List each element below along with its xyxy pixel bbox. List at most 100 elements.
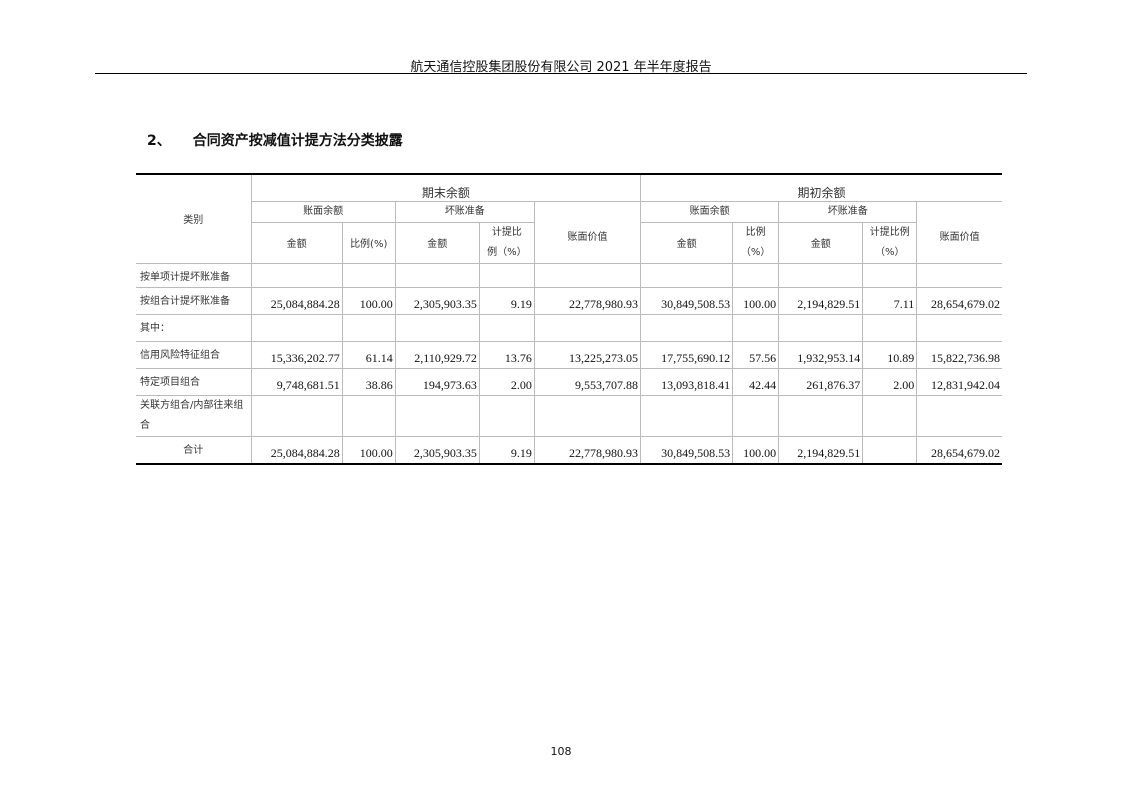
section-number: 2、 [147,133,171,149]
cell: 100.00 [732,435,780,465]
table-row: 特定项目组合 9,748,681.51 38.86 194,973.63 2.00 9,5… [136,367,1002,396]
cell [862,262,918,288]
line1: 计提比 [491,226,522,238]
cell: 30,849,508.53 [640,286,734,315]
cell: 100.00 [732,286,780,315]
cell: 10.89 [862,340,918,369]
table-row: 其中： [136,313,1002,342]
header-rule [95,73,1027,74]
cell [394,262,480,288]
cell [862,394,918,437]
cell: 13,093,818.41 [640,367,734,396]
cell: 9.19 [478,286,535,315]
end-book-value-header: 账面价值 [533,200,642,264]
cell [732,262,780,288]
cell: 13,225,273.05 [533,340,642,369]
cell [250,394,343,437]
cell [533,394,642,437]
cell: 22,778,980.93 [533,435,642,465]
cell [394,313,480,342]
row-label: 按组合计提坏账准备 [136,286,252,315]
cell: 25,084,884.28 [250,435,343,465]
line2: （%） [875,246,905,258]
row-label: 合计 [136,435,252,465]
cell: 38.86 [341,367,396,396]
cell: 30,849,508.53 [640,435,734,465]
end-provision-ratio-header: 计提比例（%） [478,221,535,264]
period-begin-header: 期初余额 [640,173,1002,202]
cell [640,394,734,437]
row-label: 其中： [136,313,252,342]
cell: 28,654,679.02 [916,435,1002,465]
cell: 12,831,942.04 [916,367,1002,396]
begin-book-value-header: 账面价值 [916,200,1002,264]
table-row: 按组合计提坏账准备 25,084,884.28 100.00 2,305,903.35… [136,286,1002,315]
cell: 61.14 [341,340,396,369]
cell [778,394,864,437]
cell [778,262,864,288]
cell [732,313,780,342]
section-text: 合同资产按减值计提方法分类披露 [192,133,403,149]
cell [778,313,864,342]
cell: 2,194,829.51 [778,435,864,465]
cell [916,262,1002,288]
page-number: 108 [550,745,572,758]
cell: 42.44 [732,367,780,396]
cell [341,262,396,288]
end-ratio-header: 比例(%) [341,221,396,264]
line2: 例（%） [487,246,527,258]
end-bad-amount-header: 金额 [394,221,480,264]
cell: 2.00 [862,367,918,396]
row-label: 关联方组合/内部往来组合 [136,394,252,437]
cell: 194,973.63 [394,367,480,396]
cell [478,394,535,437]
line2: （%） [740,246,771,258]
line1: 比例 [745,226,766,238]
cell [341,313,396,342]
contract-assets-table: 类别 期末余额 期初余额 账面余额 坏账准备 账面价值 账面余额 坏账准备 账面… [136,173,1002,465]
cell [394,394,480,437]
cell [250,313,343,342]
cell: 15,822,736.98 [916,340,1002,369]
cell [341,394,396,437]
row-label: 信用风险特征组合 [136,340,252,369]
row-label: 按单项计提坏账准备 [136,262,252,288]
page-header: 航天通信控股集团股份有限公司 2021 年半年度报告 [410,60,712,75]
end-book-balance-header: 账面余额 [251,200,396,223]
section-title: 2、 合同资产按减值计提方法分类披露 [147,130,425,150]
cell: 100.00 [341,286,396,315]
begin-ratio-header: 比例 （%） [732,221,780,264]
cell [862,435,918,465]
cell: 13.76 [478,340,535,369]
cell: 25,084,884.28 [250,286,343,315]
cell: 2,305,903.35 [394,286,480,315]
cell [533,313,642,342]
line1: 计提比例 [869,226,910,238]
begin-provision-ratio-header: 计提比例 （%） [862,221,917,264]
begin-amount-header: 金额 [640,221,734,264]
cell [478,313,535,342]
cell: 2,110,929.72 [394,340,480,369]
cell: 7.11 [862,286,918,315]
cell: 28,654,679.02 [916,286,1002,315]
cell: 9,553,707.88 [533,367,642,396]
cell [732,394,780,437]
table-row: 关联方组合/内部往来组合 [136,394,1002,437]
begin-book-balance-header: 账面余额 [640,200,780,223]
cell: 15,336,202.77 [250,340,343,369]
category-header: 类别 [136,173,252,264]
cell: 2.00 [478,367,535,396]
cell [533,262,642,288]
cell [916,313,1002,342]
cell [862,313,918,342]
cell [478,262,535,288]
cell [916,394,1002,437]
end-amount-header: 金额 [251,221,343,264]
begin-bad-debt-header: 坏账准备 [778,200,918,223]
cell: 57.56 [732,340,780,369]
cell: 100.00 [341,435,396,465]
cell: 1,932,953.14 [778,340,864,369]
period-end-header: 期末余额 [250,173,642,202]
begin-bad-amount-header: 金额 [778,221,864,264]
cell: 261,876.37 [778,367,864,396]
